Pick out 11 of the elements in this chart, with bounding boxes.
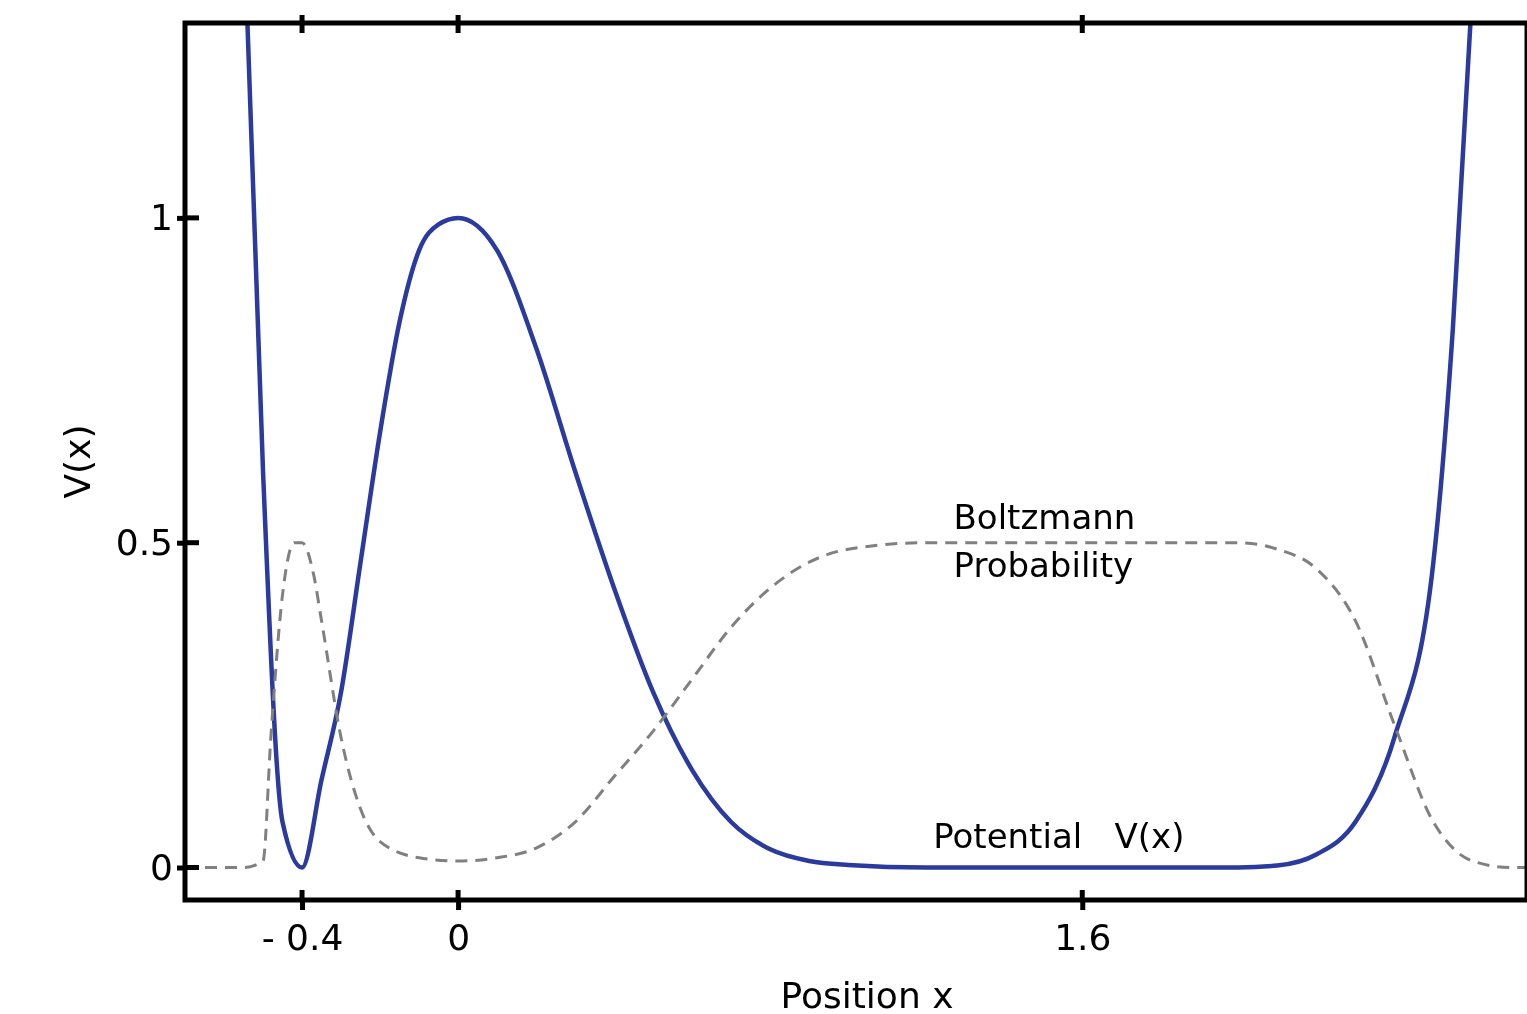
series-label: Boltzmann Probability xyxy=(953,496,1136,585)
y-tick-label: 1 xyxy=(150,196,173,238)
series-label: Potential V(x) xyxy=(933,815,1185,856)
x-tick-label: 0 xyxy=(447,916,471,958)
x-tick-label: 1.6 xyxy=(1054,916,1112,958)
x-axis-title: Position x xyxy=(780,975,954,1014)
y-tick-label: 0 xyxy=(150,846,173,888)
line-series xyxy=(245,23,1473,870)
y-axis-title: V(x) xyxy=(57,424,98,499)
x-tick-label: - 0.4 xyxy=(261,916,344,958)
y-tick-label: 0.5 xyxy=(115,521,173,563)
